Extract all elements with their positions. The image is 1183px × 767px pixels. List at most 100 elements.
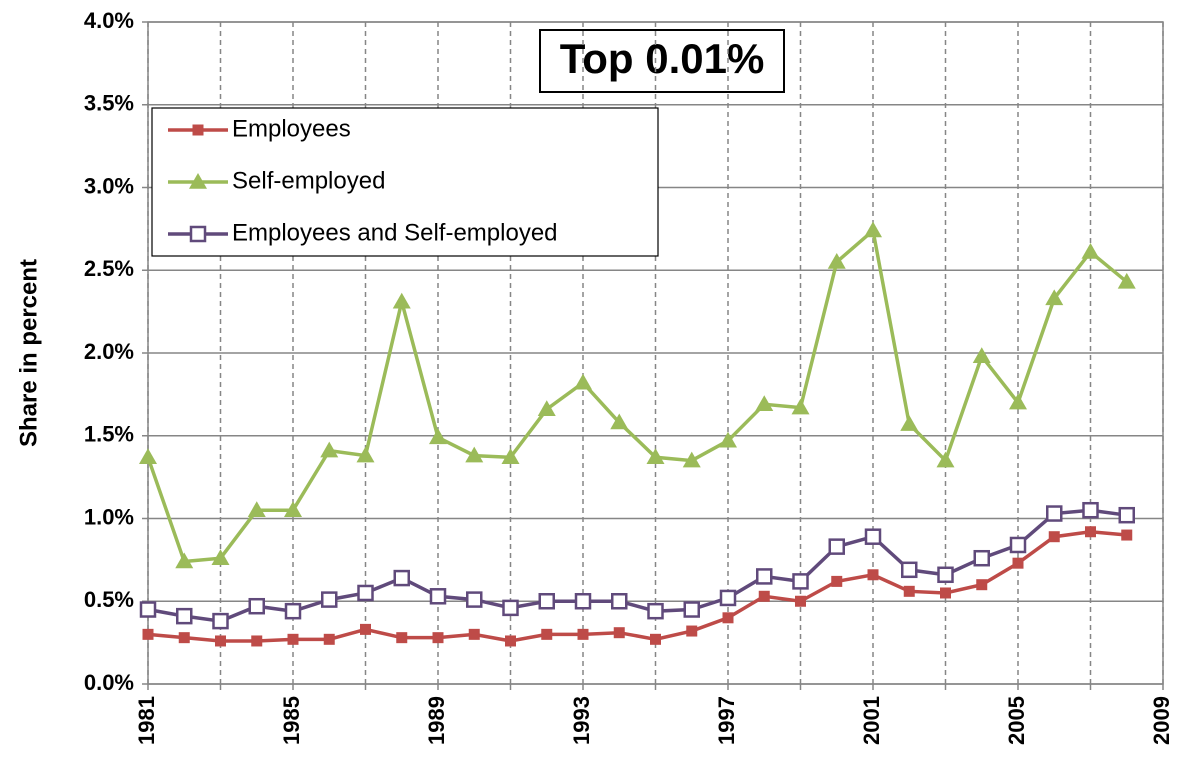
marker <box>936 451 955 468</box>
marker <box>432 632 444 644</box>
marker <box>505 635 516 647</box>
marker <box>320 441 339 458</box>
plot-border <box>147 21 1164 685</box>
marker <box>611 593 628 610</box>
marker <box>719 589 737 607</box>
marker <box>864 221 882 238</box>
marker <box>502 599 519 617</box>
marker <box>178 632 190 644</box>
x-tick-label: 2005 <box>1004 696 1029 745</box>
marker <box>686 625 698 637</box>
marker <box>758 590 770 602</box>
marker <box>175 552 194 569</box>
marker <box>284 602 302 620</box>
marker <box>827 252 846 269</box>
legend-label: Employees <box>232 115 351 142</box>
marker <box>248 597 265 615</box>
marker <box>356 446 375 463</box>
marker <box>574 593 592 610</box>
marker <box>284 501 302 517</box>
marker <box>247 501 266 517</box>
x-tick-label: 1989 <box>424 696 449 745</box>
marker <box>211 549 230 565</box>
marker <box>323 633 335 645</box>
y-tick-label: 3.5% <box>84 91 134 116</box>
marker <box>287 633 299 645</box>
marker <box>610 413 629 430</box>
marker <box>321 591 338 608</box>
marker <box>828 538 845 555</box>
marker <box>574 373 592 390</box>
marker <box>755 395 774 412</box>
marker <box>613 627 625 639</box>
marker <box>1048 531 1060 543</box>
marker <box>791 398 810 415</box>
marker <box>973 549 990 567</box>
marker <box>1045 289 1064 306</box>
marker <box>212 612 229 630</box>
title-box <box>539 29 785 93</box>
marker <box>176 607 193 625</box>
marker <box>189 225 207 243</box>
marker <box>683 601 700 618</box>
marker <box>940 587 951 599</box>
marker <box>139 601 157 618</box>
marker <box>1121 529 1133 541</box>
marker <box>903 585 915 597</box>
x-tick-label: 1981 <box>134 696 159 745</box>
marker <box>976 579 988 591</box>
marker <box>468 628 480 640</box>
legend-box <box>151 107 659 257</box>
marker <box>466 591 483 608</box>
marker <box>1081 243 1100 259</box>
marker <box>1082 501 1099 519</box>
x-tick-label: 1993 <box>569 696 594 745</box>
marker <box>900 415 919 431</box>
marker <box>577 628 589 640</box>
x-tick-label: 1985 <box>279 696 304 745</box>
marker <box>682 451 701 468</box>
marker <box>867 569 879 581</box>
marker <box>189 173 207 189</box>
marker <box>1117 272 1136 289</box>
marker <box>501 448 520 465</box>
marker <box>465 446 484 463</box>
marker <box>215 635 226 647</box>
marker <box>722 612 734 624</box>
data-line <box>146 227 1128 564</box>
marker <box>538 593 555 610</box>
marker <box>937 566 954 584</box>
y-axis-label: Share in percent <box>15 259 42 447</box>
data-line <box>147 508 1127 623</box>
marker <box>650 633 661 645</box>
marker <box>139 448 157 465</box>
data-line <box>147 529 1127 643</box>
x-tick-label: 2001 <box>859 696 884 745</box>
series <box>142 526 1133 647</box>
legend-label: Self-employed <box>232 167 385 194</box>
y-tick-label: 1.5% <box>84 422 134 447</box>
marker <box>719 431 737 448</box>
marker <box>360 623 371 635</box>
marker <box>396 632 408 644</box>
marker <box>1009 536 1027 554</box>
marker <box>795 595 806 607</box>
marker <box>831 575 843 587</box>
y-tick-label: 1.0% <box>84 504 134 529</box>
y-tick-label: 4.0% <box>84 8 134 33</box>
marker <box>192 124 204 136</box>
x-tick-label: 2009 <box>1149 696 1174 745</box>
marker <box>1009 393 1027 410</box>
marker <box>792 573 809 590</box>
marker <box>392 292 411 309</box>
marker <box>537 400 556 417</box>
y-tick-label: 0.0% <box>84 670 134 695</box>
marker <box>864 528 882 545</box>
series <box>139 221 1136 569</box>
y-tick-label: 2.5% <box>84 256 134 281</box>
x-tick-label: 1997 <box>714 696 739 745</box>
marker <box>972 347 991 364</box>
marker <box>541 628 553 640</box>
marker <box>429 588 447 605</box>
